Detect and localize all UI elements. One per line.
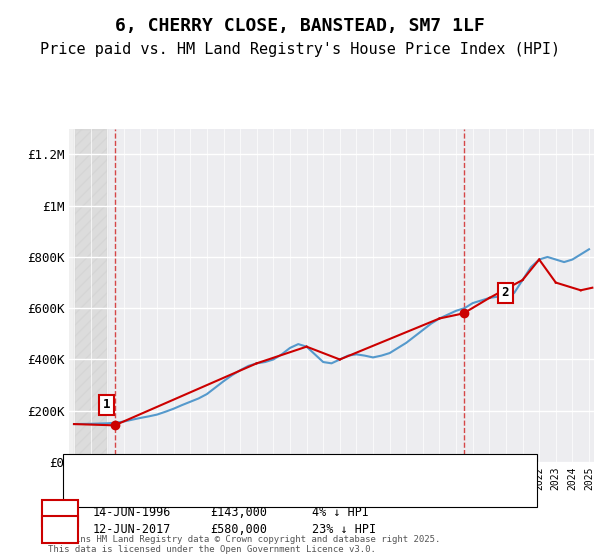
Text: 1: 1 (56, 506, 64, 519)
Text: 1: 1 (103, 398, 110, 412)
Text: HPI: Average price, detached house, Reigate and Banstead: HPI: Average price, detached house, Reig… (108, 485, 458, 495)
Text: 4% ↓ HPI: 4% ↓ HPI (312, 506, 369, 519)
Text: 14-JUN-1996: 14-JUN-1996 (93, 506, 172, 519)
Text: £580,000: £580,000 (210, 522, 267, 536)
Text: 23% ↓ HPI: 23% ↓ HPI (312, 522, 376, 536)
Text: £143,000: £143,000 (210, 506, 267, 519)
Bar (107, 129, 598, 462)
Bar (74, 129, 107, 462)
Text: 12-JUN-2017: 12-JUN-2017 (93, 522, 172, 536)
Text: Price paid vs. HM Land Registry's House Price Index (HPI): Price paid vs. HM Land Registry's House … (40, 42, 560, 57)
Text: Contains HM Land Registry data © Crown copyright and database right 2025.
This d: Contains HM Land Registry data © Crown c… (48, 535, 440, 554)
Text: 2: 2 (56, 522, 64, 536)
Text: 6, CHERRY CLOSE, BANSTEAD, SM7 1LF (detached house): 6, CHERRY CLOSE, BANSTEAD, SM7 1LF (deta… (108, 468, 427, 478)
Text: 2: 2 (502, 286, 509, 300)
Text: 6, CHERRY CLOSE, BANSTEAD, SM7 1LF: 6, CHERRY CLOSE, BANSTEAD, SM7 1LF (115, 17, 485, 35)
